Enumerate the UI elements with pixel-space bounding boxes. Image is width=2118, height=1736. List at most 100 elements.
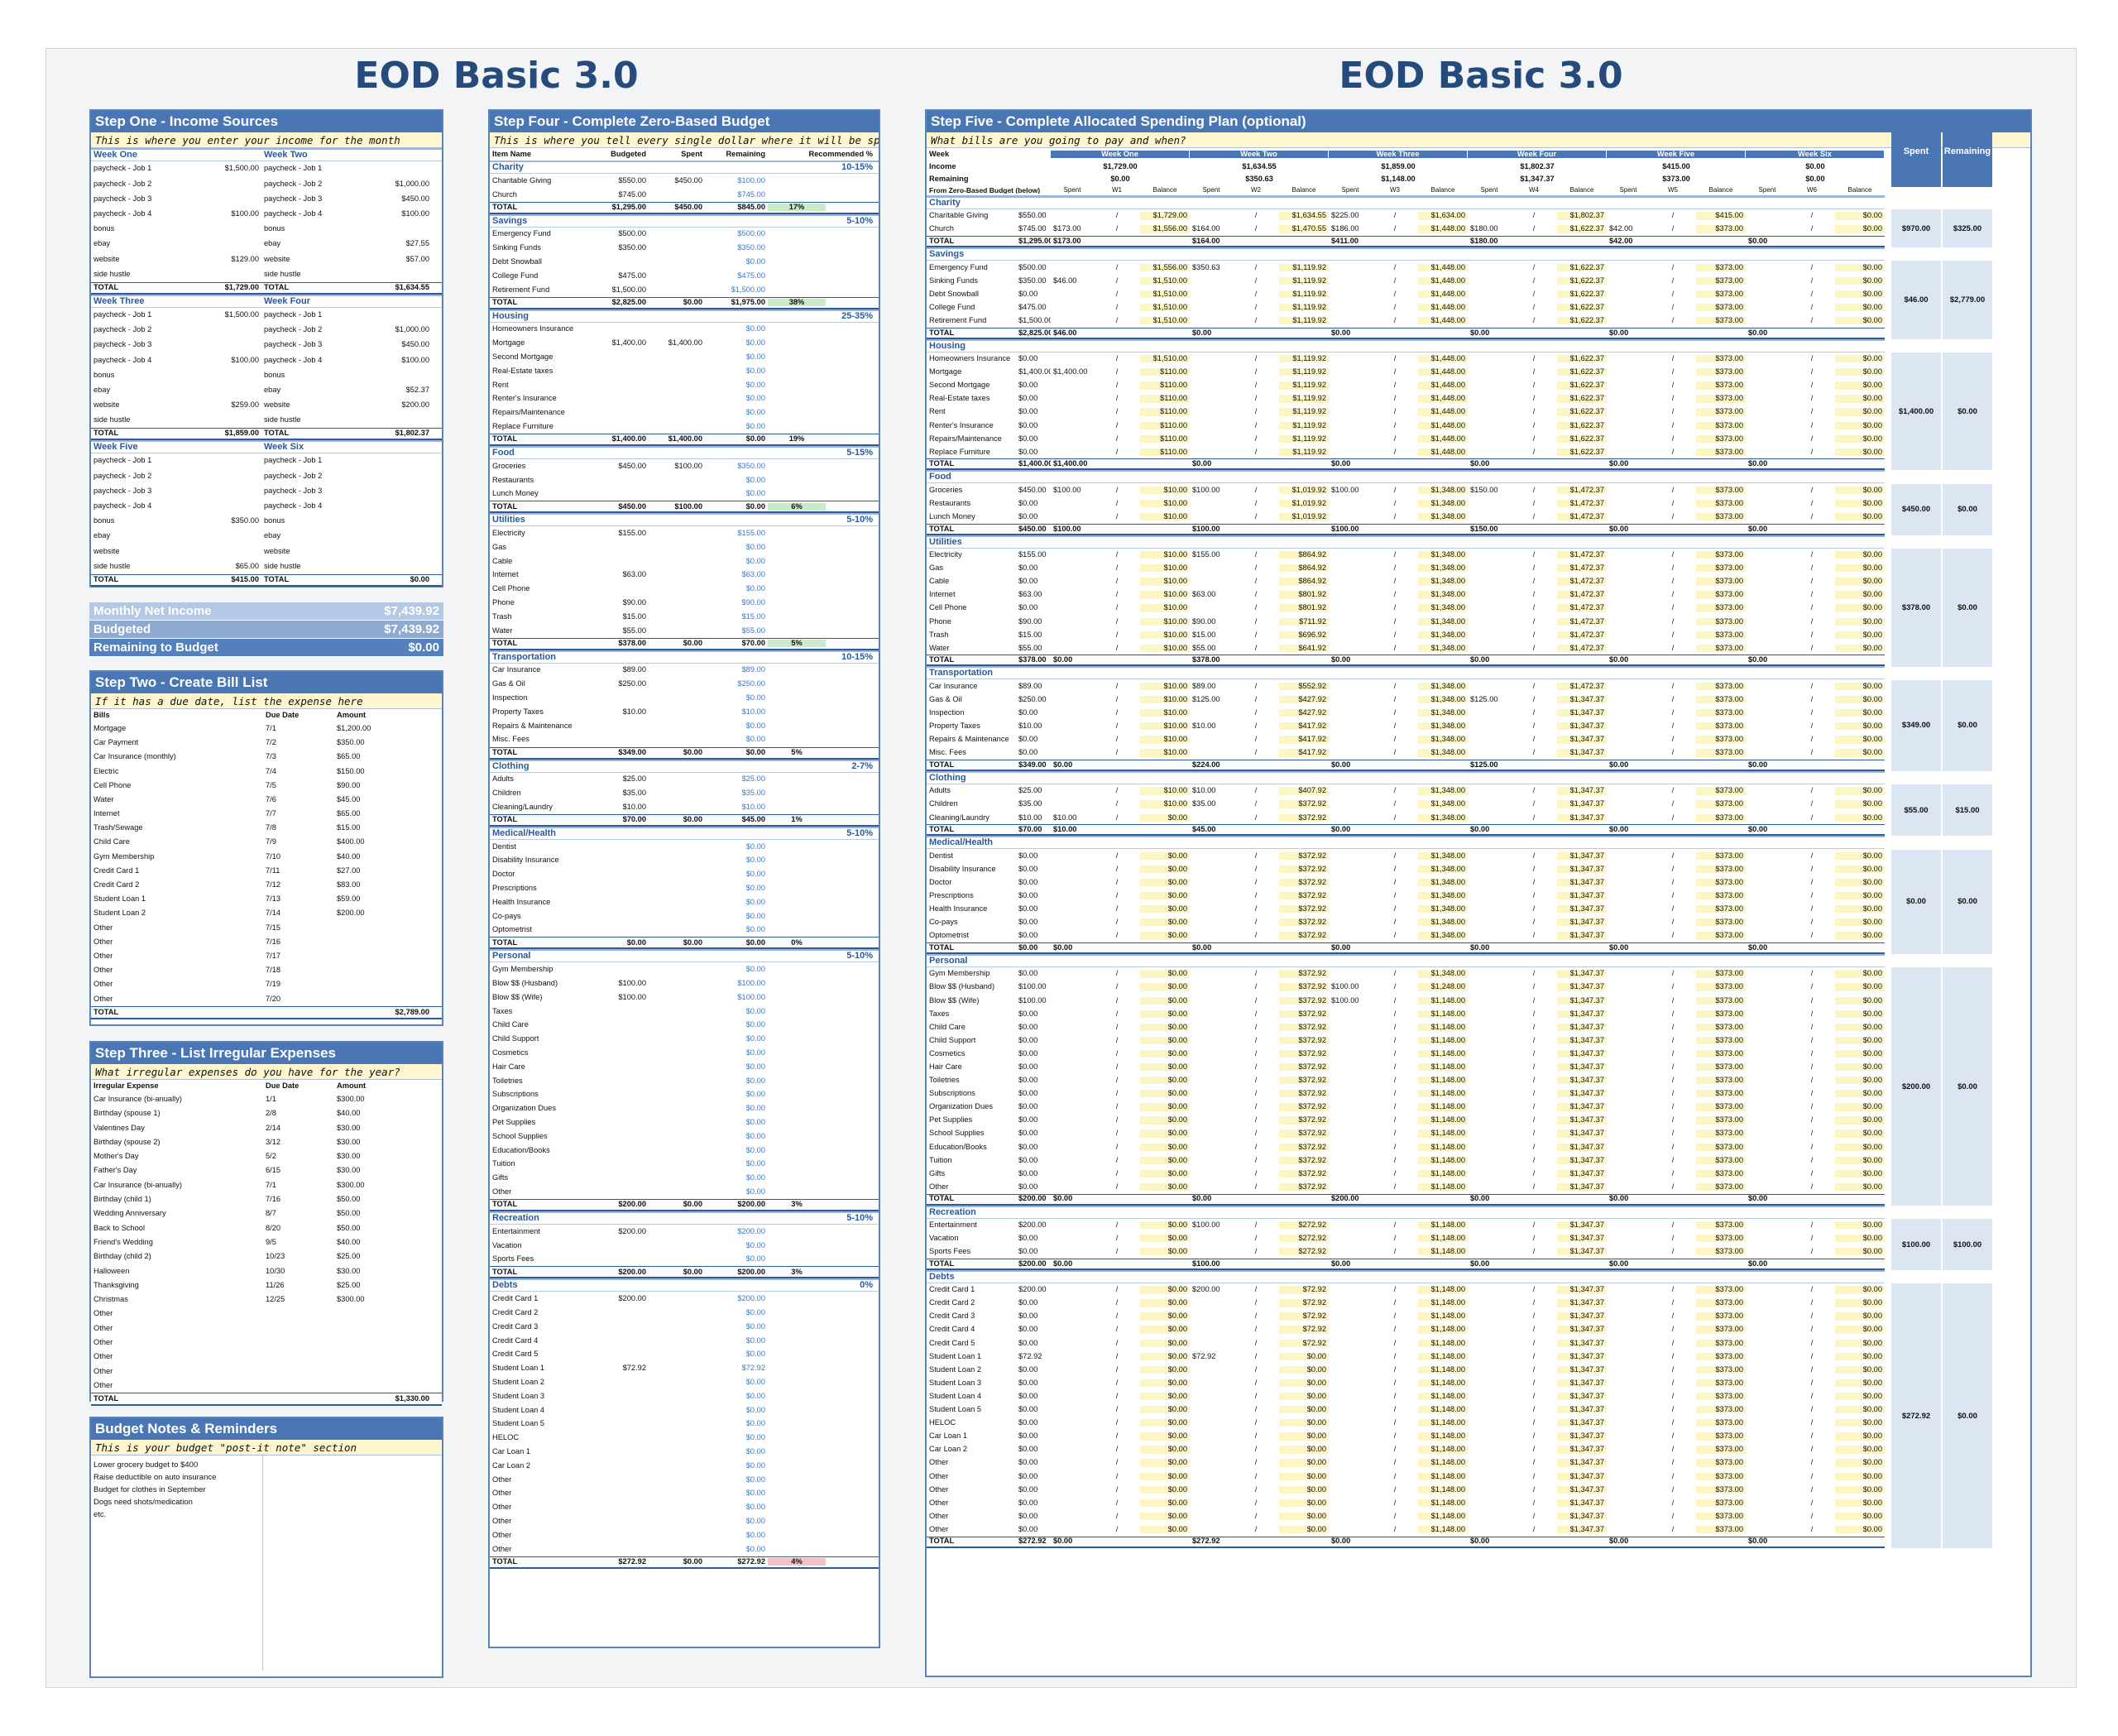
expense-name[interactable]: Student Loan 1 [93,895,146,904]
expense-name[interactable]: Other [93,1310,113,1318]
due-date[interactable]: 3/12 [266,1138,281,1146]
income-amount[interactable]: $100.00 [231,210,259,218]
week-spent[interactable]: $100.00 [1331,996,1359,1005]
budgeted-amount[interactable]: $90.00 [622,599,646,607]
amount[interactable]: $59.00 [337,895,361,904]
spent-amount[interactable]: $1,400.00 [668,339,702,348]
week-spent[interactable]: $225.00 [1331,212,1359,220]
income-amount[interactable]: $350.00 [231,517,259,525]
due-date[interactable]: 7/16 [266,938,281,946]
expense-name[interactable]: Other [93,938,113,946]
expense-name[interactable]: Other [93,1339,113,1347]
budgeted-amount[interactable]: $200.00 [618,1227,646,1235]
expense-name[interactable]: Other [93,1367,113,1375]
budgeted-amount[interactable]: $35.00 [622,789,646,798]
amount[interactable]: $50.00 [337,1196,361,1204]
budgeted-amount[interactable]: $1,400.00 [611,339,646,348]
budgeted-amount[interactable]: $250.00 [618,680,646,688]
budgeted-amount[interactable]: $72.92 [622,1364,646,1373]
expense-name[interactable]: Car Payment [93,739,139,747]
amount[interactable]: $15.00 [337,824,361,832]
expense-name[interactable]: Christmas [93,1296,128,1304]
due-date[interactable]: 7/9 [266,838,276,846]
expense-name[interactable]: Student Loan 2 [93,909,146,918]
week-spent[interactable]: $180.00 [1470,225,1498,233]
week-spent[interactable]: $10.00 [1192,722,1216,731]
due-date[interactable]: 7/6 [266,795,276,803]
amount[interactable]: $1,200.00 [337,724,371,732]
due-date[interactable]: 7/2 [266,739,276,747]
due-date[interactable]: 2/14 [266,1124,281,1132]
budgeted-amount[interactable]: $200.00 [618,1295,646,1303]
amount[interactable]: $40.00 [337,1110,361,1118]
budgeted-amount[interactable]: $745.00 [618,190,646,199]
week-spent[interactable]: $15.00 [1192,631,1216,639]
expense-name[interactable]: Mother's Day [93,1153,139,1161]
budgeted-amount[interactable]: $100.00 [618,980,646,988]
due-date[interactable]: 7/4 [266,767,276,775]
budgeted-amount[interactable]: $500.00 [618,230,646,238]
due-date[interactable]: 7/1 [266,724,276,732]
due-date[interactable]: 7/7 [266,810,276,818]
budgeted-amount[interactable]: $475.00 [618,271,646,280]
expense-name[interactable]: Gym Membership [93,852,155,861]
expense-name[interactable]: Birthday (child 1) [93,1196,151,1204]
amount[interactable]: $90.00 [337,781,361,789]
income-amount[interactable]: $450.00 [401,341,429,349]
week-spent[interactable]: $42.00 [1609,225,1633,233]
amount[interactable]: $30.00 [337,1167,361,1175]
budgeted-amount[interactable]: $450.00 [618,462,646,470]
due-date[interactable]: 7/17 [266,952,281,960]
due-date[interactable]: 10/30 [266,1267,285,1275]
expense-name[interactable]: Other [93,966,113,975]
budgeted-amount[interactable]: $155.00 [618,530,646,538]
due-date[interactable]: 7/19 [266,981,281,989]
income-amount[interactable]: $100.00 [231,356,259,364]
income-amount[interactable]: $52.37 [405,386,429,394]
income-amount[interactable]: $259.00 [231,401,259,410]
expense-name[interactable]: Cell Phone [93,781,132,789]
due-date[interactable]: 2/8 [266,1110,276,1118]
income-amount[interactable]: $129.00 [231,255,259,263]
due-date[interactable]: 7/3 [266,753,276,761]
expense-name[interactable]: Birthday (child 2) [93,1253,151,1261]
expense-name[interactable]: Back to School [93,1224,146,1232]
amount[interactable]: $200.00 [337,909,365,918]
expense-name[interactable]: Other [93,923,113,932]
expense-name[interactable]: Child Care [93,838,130,846]
week-spent[interactable]: $55.00 [1192,644,1216,652]
expense-name[interactable]: Trash/Sewage [93,824,143,832]
due-date[interactable]: 10/23 [266,1253,285,1261]
week-spent[interactable]: $89.00 [1192,682,1216,690]
week-spent[interactable]: $100.00 [1053,486,1081,494]
amount[interactable]: $65.00 [337,753,361,761]
week-spent[interactable]: $125.00 [1192,695,1220,703]
week-spent[interactable]: $90.00 [1192,617,1216,626]
due-date[interactable]: 11/26 [266,1281,285,1289]
due-date[interactable]: 7/1 [266,1181,276,1189]
week-spent[interactable]: $100.00 [1331,983,1359,991]
expense-name[interactable]: Car Insurance (bi-anually) [93,1096,182,1103]
amount[interactable]: $350.00 [337,739,365,747]
week-spent[interactable]: $150.00 [1470,486,1498,494]
due-date[interactable]: 7/15 [266,923,281,932]
week-spent[interactable]: $63.00 [1192,591,1216,599]
income-amount[interactable]: $450.00 [401,194,429,203]
amount[interactable]: $30.00 [337,1138,361,1146]
income-amount[interactable]: $1,000.00 [395,326,429,334]
expense-name[interactable]: Water [93,795,114,803]
amount[interactable]: $30.00 [337,1267,361,1275]
amount[interactable]: $40.00 [337,1238,361,1246]
due-date[interactable]: 8/7 [266,1210,276,1218]
expense-name[interactable]: Valentines Day [93,1124,145,1132]
week-spent[interactable]: $200.00 [1192,1286,1220,1294]
amount[interactable]: $300.00 [337,1181,365,1189]
amount[interactable]: $25.00 [337,1281,361,1289]
due-date[interactable]: 7/12 [266,881,281,889]
expense-name[interactable]: Credit Card 2 [93,881,140,889]
due-date[interactable]: 9/5 [266,1238,276,1246]
amount[interactable]: $400.00 [337,838,365,846]
expense-name[interactable]: Other [93,952,113,960]
income-amount[interactable]: $1,500.00 [224,310,259,319]
amount[interactable]: $65.00 [337,810,361,818]
